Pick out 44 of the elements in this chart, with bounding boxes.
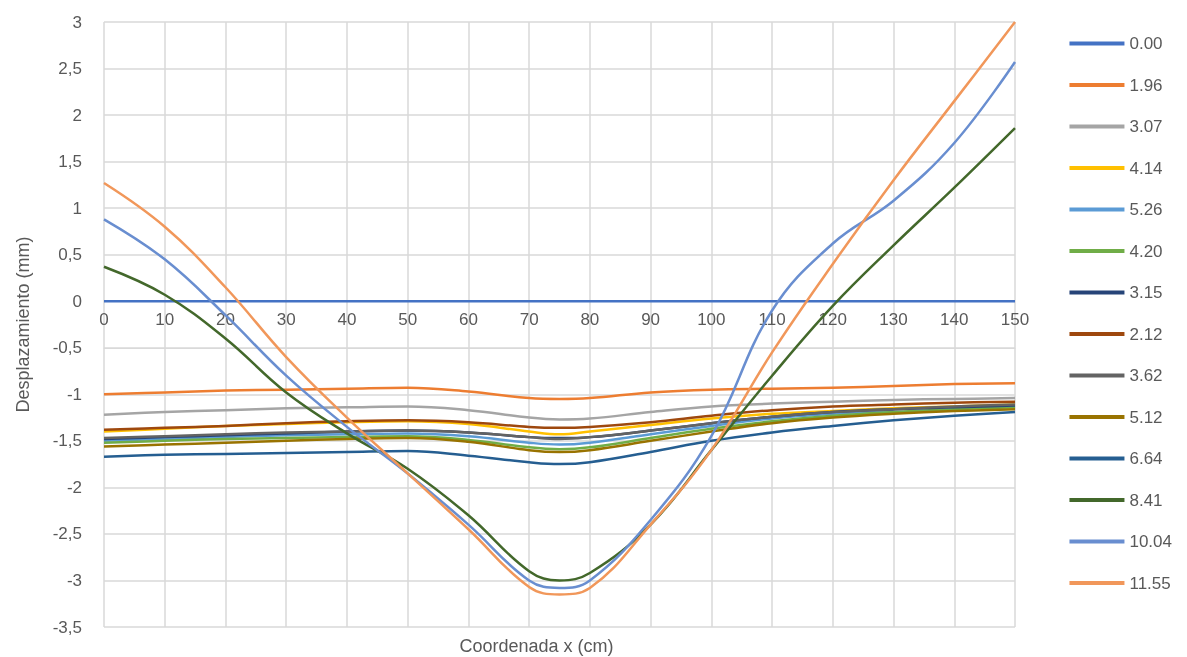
x-tick-label: 130 <box>879 310 908 330</box>
x-tick-label: 50 <box>398 310 418 330</box>
legend-label: 0.00 <box>1129 34 1163 53</box>
legend-label: 4.20 <box>1129 241 1163 261</box>
legend-label: 5.12 <box>1129 407 1163 427</box>
y-tick-label: 2 <box>72 105 82 125</box>
x-tick-label: 140 <box>940 310 969 330</box>
y-tick-label: 3 <box>72 12 82 32</box>
y-axis-title: Desplazamiento (mm) <box>13 236 33 413</box>
y-tick-label: -2 <box>66 477 82 497</box>
legend-label: 8.41 <box>1129 490 1163 510</box>
x-tick-label: 40 <box>337 310 357 330</box>
y-tick-label: -1 <box>66 384 82 404</box>
x-tick-label: 60 <box>458 310 478 330</box>
legend-label: 11.55 <box>1129 573 1171 593</box>
x-tick-label: 90 <box>641 310 661 330</box>
x-axis-title: Coordenada x (cm) <box>459 636 614 656</box>
x-tick-label: 150 <box>1000 310 1030 330</box>
y-tick-label: 1 <box>72 198 82 218</box>
y-tick-label: -1,5 <box>52 431 82 451</box>
y-tick-label: 2,5 <box>58 59 82 79</box>
legend-label: 1.96 <box>1129 75 1163 95</box>
y-tick-label: -3 <box>66 570 82 590</box>
legend-label: 5.26 <box>1129 200 1163 219</box>
x-tick-label: 0 <box>99 310 109 330</box>
y-tick-label: -0,5 <box>52 338 82 358</box>
y-tick-label: -3,5 <box>52 617 82 637</box>
legend-label: 3.07 <box>1129 117 1163 136</box>
legend-label: 3.62 <box>1129 366 1163 385</box>
y-tick-label: 1,5 <box>58 152 82 172</box>
x-tick-label: 100 <box>697 310 726 330</box>
legend-label: 3.15 <box>1129 283 1163 302</box>
legend-label: 6.64 <box>1129 449 1163 468</box>
y-tick-label: -2,5 <box>52 524 82 544</box>
x-tick-label: 30 <box>276 310 296 330</box>
x-tick-label: 120 <box>818 310 847 330</box>
y-tick-label: 0,5 <box>58 245 82 265</box>
x-tick-label: 70 <box>519 310 539 330</box>
x-tick-label: 10 <box>155 310 175 330</box>
x-tick-label: 80 <box>580 310 600 330</box>
legend-label: 4.14 <box>1129 158 1163 178</box>
legend-label: 2.12 <box>1129 324 1163 344</box>
y-tick-label: 0 <box>72 291 82 311</box>
legend-label: 10.04 <box>1129 532 1173 551</box>
